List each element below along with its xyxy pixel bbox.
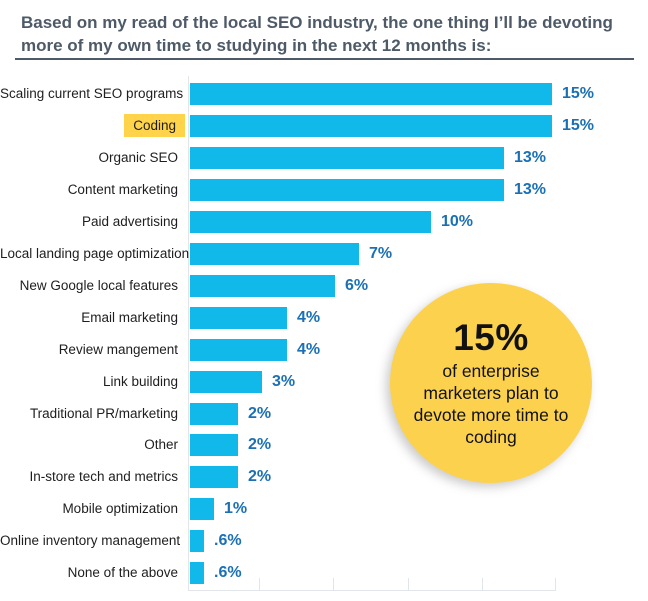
bar-value-label: 7% <box>369 245 393 262</box>
bar-category-label: In-store tech and metrics <box>29 469 178 484</box>
bar-category-label: Traditional PR/marketing <box>29 406 178 421</box>
bar-value-label: 6% <box>345 277 369 294</box>
bar <box>190 211 431 233</box>
bar-category-label: Scaling current SEO programs <box>0 86 184 101</box>
bar-value-label: 10% <box>441 213 474 230</box>
bar-category-label: Local landing page optimization <box>0 246 190 261</box>
bar-category-label: Email marketing <box>81 310 178 325</box>
bar <box>190 371 262 393</box>
x-axis-tick <box>482 578 483 590</box>
bar <box>190 243 359 265</box>
bar-category-label: Paid advertising <box>81 214 178 229</box>
bar-category-label: Mobile optimization <box>62 501 178 516</box>
bar-value-label: .6% <box>214 564 242 581</box>
bar-value-label: 4% <box>297 309 321 326</box>
bar-value-label: 13% <box>514 181 547 198</box>
bar-value-label: 3% <box>272 373 296 390</box>
bar <box>190 147 504 169</box>
highlighted-category-label: Coding <box>124 114 185 137</box>
x-axis-tick <box>333 578 334 590</box>
bar-value-label: 2% <box>248 468 272 485</box>
bar-category-label: Other <box>144 437 178 452</box>
x-axis-tick <box>555 578 556 590</box>
bar-category-label: New Google local features <box>19 278 178 293</box>
bar <box>190 562 204 584</box>
bar-value-label: .6% <box>214 532 242 549</box>
bar <box>190 530 204 552</box>
bar-category-label: None of the above <box>67 565 178 580</box>
chart-title: Based on my read of the local SEO indust… <box>21 13 613 55</box>
bar <box>190 275 335 297</box>
bar-category-label: Content marketing <box>67 182 178 197</box>
x-axis-line <box>188 590 556 591</box>
x-axis-tick <box>408 578 409 590</box>
bar-value-label: 13% <box>514 149 547 166</box>
bar <box>190 307 287 329</box>
bar-value-label: 15% <box>562 85 595 102</box>
bar-value-label: 2% <box>248 405 272 422</box>
bar-value-label: 15% <box>562 117 595 134</box>
bar <box>190 83 552 105</box>
bar-category-label: Review mangement <box>58 342 178 357</box>
bar <box>190 466 238 488</box>
bar <box>190 434 238 456</box>
bar-category-label: Online inventory management <box>0 533 181 548</box>
title-divider-line <box>15 58 634 60</box>
bar-category-label: Coding <box>0 114 185 137</box>
x-axis-tick <box>259 578 260 590</box>
bar <box>190 179 504 201</box>
bar <box>190 339 287 361</box>
callout-text: of enterprise marketers plan to devote m… <box>413 361 569 447</box>
bar-category-label: Organic SEO <box>98 150 178 165</box>
bar <box>190 403 238 425</box>
bar-value-label: 2% <box>248 436 272 453</box>
bar <box>190 498 214 520</box>
callout-circle: 15% of enterprise marketers plan to devo… <box>390 283 592 483</box>
bar-value-label: 1% <box>224 500 248 517</box>
bar-value-label: 4% <box>297 341 321 358</box>
bar-category-label: Link building <box>102 374 178 389</box>
callout-headline: 15% <box>453 317 529 358</box>
y-axis-line <box>188 76 189 590</box>
bar <box>190 115 552 137</box>
